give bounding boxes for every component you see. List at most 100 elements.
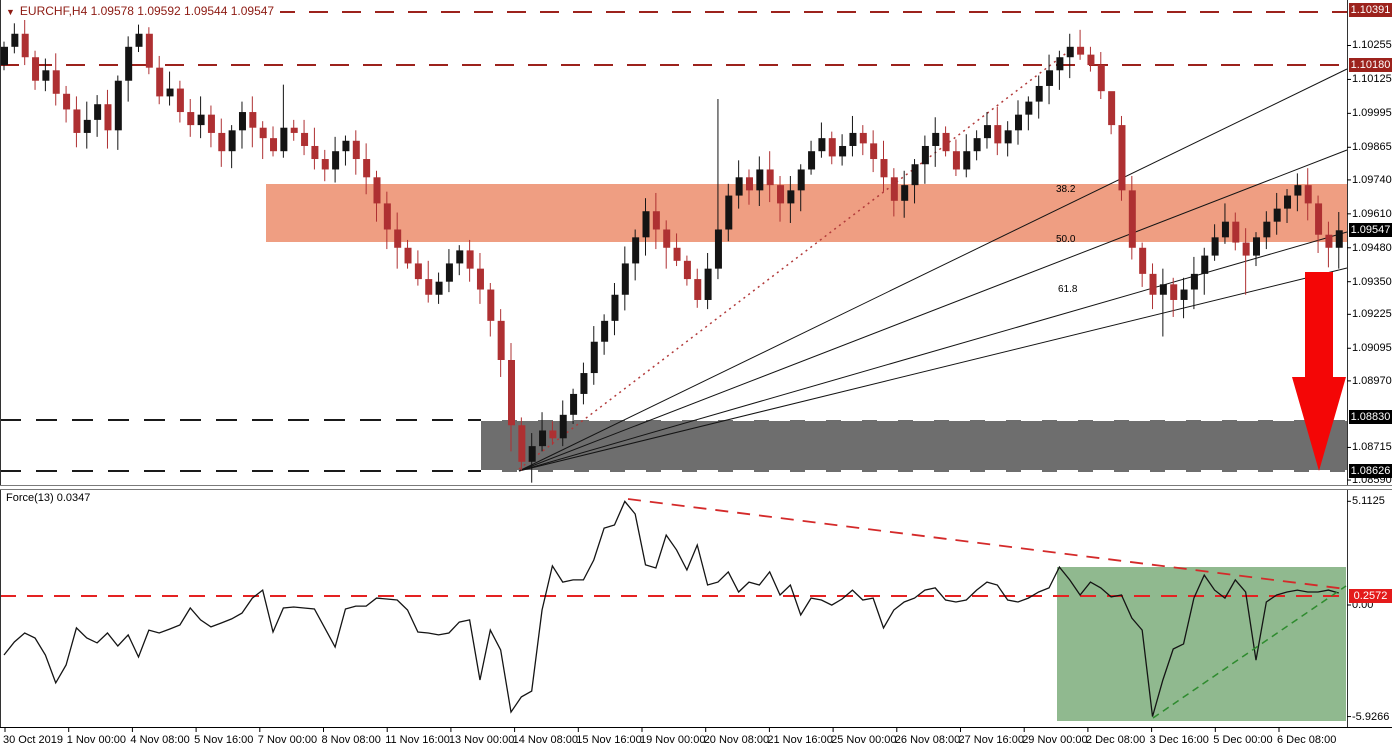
price-tick-label: 1.09995	[1352, 107, 1392, 120]
candle-body	[1335, 230, 1343, 248]
price-tick-label: 1.09740	[1352, 173, 1392, 186]
fib-fan-label: 61.8	[1058, 284, 1078, 295]
candle-body	[259, 127, 267, 139]
candle-body	[1108, 91, 1116, 126]
time-axis-label: 4 Nov 08:00	[130, 734, 190, 746]
candle-body	[445, 263, 453, 282]
price-badge: 1.09547	[1349, 223, 1392, 238]
price-tick-label: 1.08970	[1352, 374, 1392, 387]
candle-body	[63, 93, 71, 110]
time-axis-label: 7 Nov 00:00	[257, 734, 318, 746]
candle-body	[921, 145, 929, 165]
candle-body	[601, 320, 609, 342]
candle-body	[456, 250, 464, 264]
candle-body	[911, 164, 919, 186]
candle-body	[1294, 185, 1302, 196]
fib-fan-line	[518, 149, 1348, 472]
candle-body	[311, 145, 319, 160]
candle-body	[1077, 46, 1085, 55]
candle-body	[125, 46, 133, 81]
symbol-title: ▼ EURCHF,H4 1.09578 1.09592 1.09544 1.095…	[4, 4, 281, 20]
candle-body	[797, 169, 805, 191]
candle-body	[528, 446, 536, 462]
candle-body	[559, 414, 567, 439]
time-axis-label: 27 Nov 16:00	[958, 734, 1024, 746]
candle-body	[839, 145, 847, 157]
candle-body	[11, 33, 19, 47]
candle-body	[383, 203, 391, 230]
candle-body	[611, 294, 619, 321]
candle-body	[270, 138, 278, 152]
candle-body	[1232, 221, 1240, 243]
candle-body	[342, 140, 350, 152]
candle-body	[942, 132, 950, 152]
time-axis-label: 25 Nov 00:00	[831, 734, 897, 746]
candle-body	[1139, 247, 1147, 274]
candle-body	[683, 260, 691, 280]
indicator-tick-label: -5.9266	[1352, 710, 1390, 723]
price-tick-label: 1.09610	[1352, 207, 1392, 220]
candle-body	[704, 268, 712, 300]
fib-fan-layer	[518, 68, 1348, 472]
candle-body	[332, 151, 340, 170]
candle-body	[197, 114, 205, 126]
candle-body	[1180, 289, 1188, 300]
candle-body	[694, 279, 702, 300]
candle-body	[187, 112, 195, 126]
candle-body	[1128, 190, 1136, 248]
candle-body	[1252, 237, 1260, 256]
price-tick-label: 1.10255	[1352, 39, 1392, 52]
candle-body	[156, 67, 164, 97]
candle-body	[890, 177, 898, 201]
candle-body	[1190, 273, 1198, 290]
rally-dotted-line	[518, 47, 1074, 470]
candle-body	[207, 114, 215, 133]
candle-body	[932, 132, 940, 146]
candle-body	[176, 88, 184, 113]
candle-body	[539, 430, 547, 447]
frame-layer	[0, 0, 1392, 732]
candle-body	[404, 247, 412, 264]
candle-body	[1149, 273, 1157, 295]
price-badge: 1.08830	[1349, 410, 1392, 425]
candle-body	[249, 112, 257, 128]
candle-body	[280, 127, 288, 152]
candle-body	[1325, 234, 1333, 248]
candle-body	[745, 177, 753, 191]
candle-body	[756, 169, 764, 191]
candle-body	[487, 289, 495, 321]
candle-body	[83, 119, 91, 133]
candle-body	[218, 132, 226, 152]
candle-body	[983, 125, 991, 139]
symbol-dropdown-icon[interactable]: ▼	[6, 7, 15, 17]
candle-body	[135, 33, 143, 47]
candle-body	[1170, 284, 1178, 300]
candle-body	[1118, 125, 1126, 191]
candle-body	[663, 229, 671, 248]
candle-body	[363, 159, 371, 178]
candle-body	[1097, 65, 1105, 92]
price-tick-label: 1.09350	[1352, 275, 1392, 288]
candle-body	[766, 169, 774, 186]
retracement-zone	[266, 184, 1347, 242]
candle-body	[508, 360, 516, 426]
candle-body	[652, 211, 660, 230]
candle-body	[1066, 46, 1074, 58]
candle-body	[963, 151, 971, 170]
candle-body	[859, 132, 867, 144]
candle-body	[1159, 284, 1167, 295]
symbol-ohlc-text: EURCHF,H4 1.09578 1.09592 1.09544 1.0954…	[19, 4, 275, 18]
candle-body	[673, 247, 681, 261]
time-axis-label: 11 Nov 16:00	[385, 734, 450, 746]
candle-body	[425, 279, 433, 295]
candles-layer	[1, 18, 1343, 483]
candle-body	[808, 151, 816, 170]
candle-body	[104, 104, 112, 131]
time-axis-label: 26 Nov 08:00	[894, 734, 961, 746]
candle-body	[476, 268, 484, 290]
candle-body	[714, 229, 722, 269]
time-axis-label: 5 Nov 16:00	[194, 734, 254, 746]
candle-body	[394, 229, 402, 248]
candle-body	[818, 138, 826, 152]
